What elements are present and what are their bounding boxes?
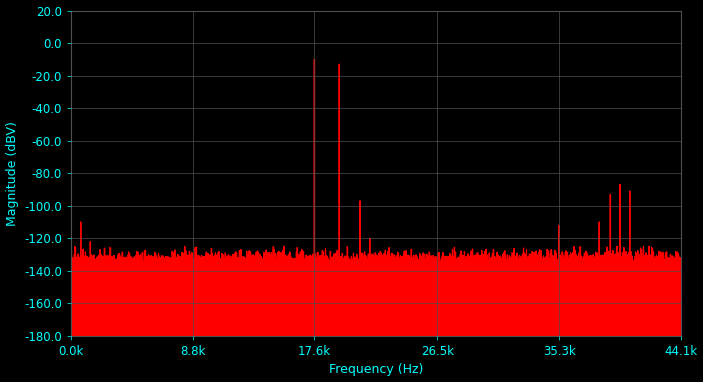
Y-axis label: Magnitude (dBV): Magnitude (dBV) <box>6 121 18 226</box>
X-axis label: Frequency (Hz): Frequency (Hz) <box>329 363 423 376</box>
